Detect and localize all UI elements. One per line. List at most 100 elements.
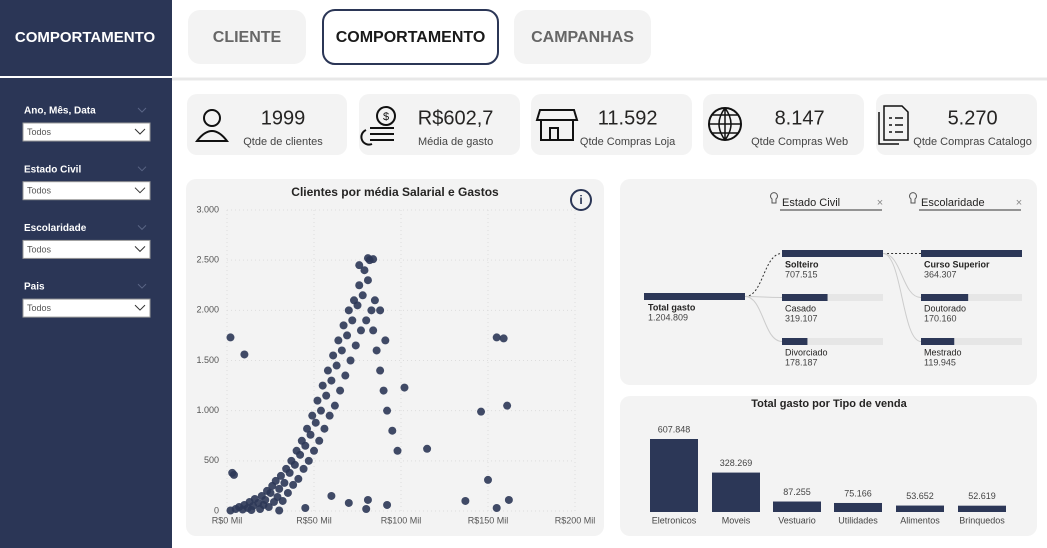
scatter-point xyxy=(376,366,385,375)
scatter-point xyxy=(492,503,501,512)
tree-node-value: 1.204.809 xyxy=(648,312,688,322)
bar xyxy=(896,505,944,512)
scatter-point xyxy=(346,356,355,365)
store-icon xyxy=(535,109,579,141)
scatter-point xyxy=(229,470,238,479)
scatter-point xyxy=(266,488,275,497)
tree-bar xyxy=(782,250,883,257)
info-icon[interactable]: i xyxy=(579,193,582,207)
coin-icon xyxy=(376,106,396,126)
scatter-point xyxy=(360,266,369,275)
filter-dropdown[interactable] xyxy=(22,239,151,259)
globe-icon xyxy=(709,107,741,141)
tree-bar xyxy=(644,293,745,300)
filter-dropdown[interactable] xyxy=(22,298,151,318)
scatter-point xyxy=(261,495,270,504)
scatter-point xyxy=(275,506,284,515)
tree-connector xyxy=(882,253,922,342)
tree-node-value: 119.945 xyxy=(924,357,956,367)
bar xyxy=(958,505,1006,512)
kpi-card xyxy=(876,94,1037,155)
scatter-point xyxy=(311,418,320,427)
y-tick-label: 1.500 xyxy=(196,355,219,365)
tab[interactable] xyxy=(188,10,306,64)
y-tick-label: 2.500 xyxy=(196,255,219,265)
tree-node-value: 319.107 xyxy=(785,313,818,323)
scatter-point xyxy=(296,450,305,459)
filter-label: Estado Civil xyxy=(24,164,81,175)
scatter-point xyxy=(318,381,327,390)
tree-node-label: Casado xyxy=(785,303,816,313)
tab-label: CLIENTE xyxy=(213,29,282,46)
scatter-point xyxy=(308,411,317,420)
tree-bar xyxy=(782,338,808,345)
bar xyxy=(712,472,760,512)
scatter-point xyxy=(348,316,357,325)
filter-dropdown[interactable] xyxy=(22,181,151,201)
coin-icon xyxy=(360,127,394,146)
x-tick-label: R$200 Mil xyxy=(555,515,596,525)
bulb-icon xyxy=(770,192,778,204)
tree-bar xyxy=(782,294,828,301)
tree-connector xyxy=(744,253,783,297)
scatter-point xyxy=(339,321,348,330)
info-icon[interactable] xyxy=(570,189,592,211)
document-icon xyxy=(878,105,909,145)
scatter-point xyxy=(304,456,313,465)
x-tick-label: Vestuario xyxy=(778,515,816,525)
person-icon xyxy=(194,130,230,142)
scatter-point xyxy=(337,346,346,355)
sidebar xyxy=(0,0,172,548)
scatter-point xyxy=(334,336,343,345)
scatter-point xyxy=(484,475,492,484)
scatter-point xyxy=(358,291,367,300)
chart-card xyxy=(186,179,604,536)
tree-track xyxy=(782,294,883,301)
y-tick-label: 3.000 xyxy=(196,204,219,214)
kpi-value: 8.147 xyxy=(775,107,825,129)
bar-value-label: 607.848 xyxy=(658,424,691,434)
level-close[interactable]: × xyxy=(877,197,883,209)
x-tick-label: Eletronicos xyxy=(652,515,697,525)
filter-dropdown[interactable] xyxy=(22,122,151,142)
tree-node-label: Total gasto xyxy=(648,302,696,312)
tree-node-label: Divorciado xyxy=(785,347,828,357)
scatter-point xyxy=(329,351,338,360)
scatter-point xyxy=(355,281,364,290)
scatter-point xyxy=(344,498,353,507)
scatter-point xyxy=(499,334,508,343)
scatter-point xyxy=(264,502,273,511)
scatter-point xyxy=(313,396,322,405)
kpi-card xyxy=(359,94,520,155)
scatter-point xyxy=(301,503,310,512)
bar-value-label: 87.255 xyxy=(783,487,811,497)
tab-label: COMPORTAMENTO xyxy=(336,29,486,46)
x-tick-label: R$150 Mil xyxy=(468,515,509,525)
kpi-label: Qtde Compras Web xyxy=(751,136,848,148)
filter-chevron xyxy=(137,166,147,172)
tab[interactable] xyxy=(514,10,651,64)
x-tick-label: Utilidades xyxy=(838,515,878,525)
scatter-point xyxy=(240,350,249,359)
tree-node-label: Mestrado xyxy=(924,347,962,357)
scatter-point xyxy=(503,401,512,410)
kpi-card xyxy=(703,94,864,155)
tree-track xyxy=(921,338,1022,345)
scatter-point xyxy=(363,276,372,285)
filter-label: Escolaridade xyxy=(24,223,87,234)
scatter-point xyxy=(379,386,388,395)
scatter-point xyxy=(275,484,284,493)
tree-connector xyxy=(882,253,922,298)
filter-value: Todos xyxy=(27,127,52,137)
tree-node-label: Solteiro xyxy=(785,259,819,269)
filter-label: Ano, Mês, Data xyxy=(24,106,96,117)
kpi-icons: $ xyxy=(194,105,909,146)
bulb-icon xyxy=(909,192,917,204)
tab[interactable] xyxy=(322,9,499,65)
level-close[interactable]: × xyxy=(1016,197,1022,209)
scatter-point xyxy=(356,326,365,335)
dropdown-chevron xyxy=(134,304,146,311)
x-tick-label: Alimentos xyxy=(900,515,940,525)
filter-value: Todos xyxy=(27,244,52,254)
